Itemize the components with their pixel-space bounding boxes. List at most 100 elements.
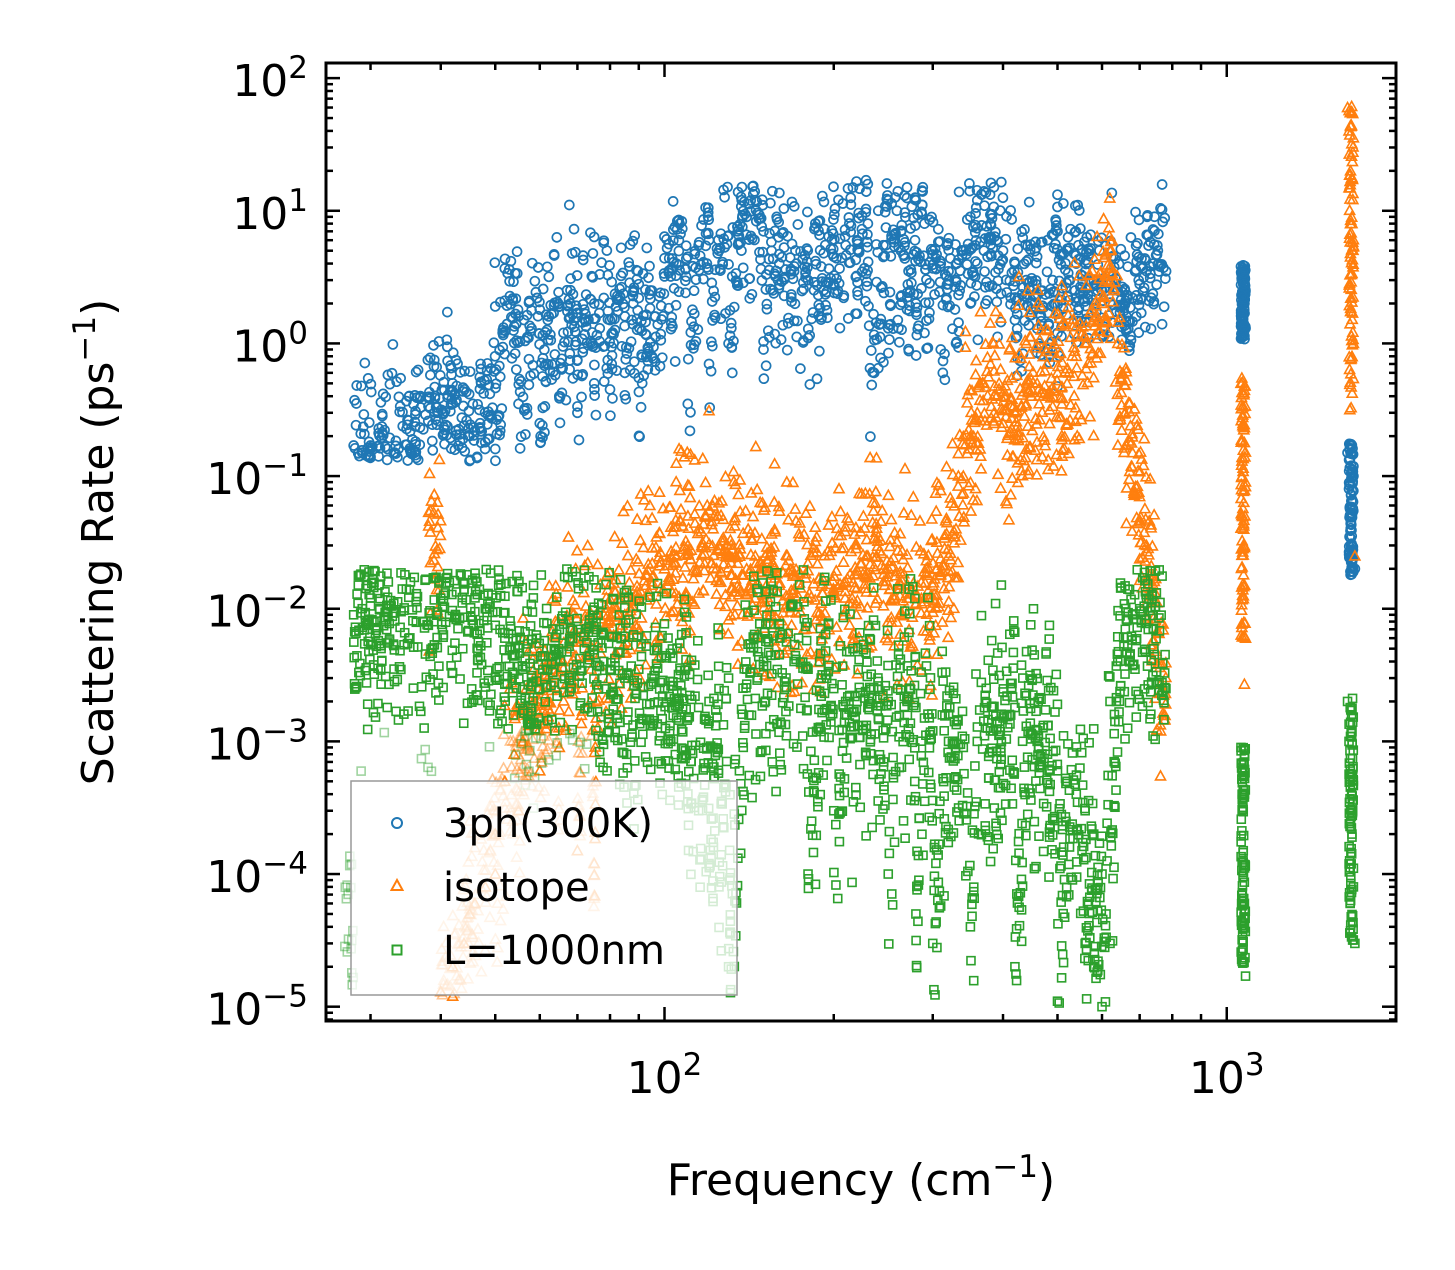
point-3ph [760, 360, 772, 372]
point-isotope [786, 475, 800, 488]
point-3ph [539, 426, 550, 438]
point-3ph [802, 245, 814, 256]
point-3ph [852, 276, 863, 288]
point-isotope [1236, 589, 1250, 601]
point-isotope [1034, 299, 1048, 312]
point-3ph [1041, 266, 1053, 278]
point-isotope [1139, 470, 1153, 482]
point-isotope [702, 404, 716, 416]
point-isotope [730, 599, 744, 611]
point-isotope [1343, 192, 1357, 204]
point-isotope [840, 571, 854, 584]
point-isotope [934, 483, 948, 496]
point-3ph [878, 287, 890, 299]
point-isotope [1134, 445, 1147, 457]
point-isotope [881, 633, 895, 646]
point-isotope [749, 439, 763, 452]
point-3ph [1006, 214, 1018, 225]
point-3ph [577, 369, 589, 380]
point-3ph [852, 289, 864, 301]
point-3ph [494, 425, 506, 437]
point-isotope [863, 487, 877, 499]
point-isotope [572, 746, 586, 758]
point-isotope [974, 305, 987, 317]
point-isotope [1236, 461, 1250, 474]
point-isotope [699, 508, 712, 520]
point-isotope [1099, 309, 1112, 322]
point-isotope [656, 501, 670, 514]
point-3ph [615, 270, 627, 282]
point-isotope [838, 591, 852, 603]
point-isotope [535, 751, 549, 763]
point-3ph [916, 199, 928, 211]
point-3ph [540, 358, 552, 370]
point-isotope [1079, 278, 1093, 291]
point-isotope [1345, 333, 1359, 346]
point-3ph [663, 265, 675, 277]
point-3ph [934, 286, 945, 298]
point-3ph [666, 253, 678, 264]
point-isotope [951, 479, 965, 491]
point-isotope [875, 503, 889, 516]
point-isotope [960, 396, 974, 408]
point-isotope [984, 399, 998, 412]
point-isotope [884, 512, 898, 525]
point-3ph [596, 257, 607, 268]
point-3ph [817, 190, 828, 202]
point-isotope [509, 735, 523, 748]
point-isotope [791, 589, 805, 602]
point-isotope [424, 555, 437, 568]
point-isotope [621, 548, 635, 561]
point-3ph [508, 325, 519, 336]
point-3ph [513, 373, 525, 385]
point-isotope [561, 580, 574, 592]
point-isotope [964, 504, 978, 516]
point-isotope [988, 388, 1001, 400]
point-isotope [641, 484, 655, 496]
point-isotope [1346, 290, 1360, 302]
point-isotope [848, 538, 862, 550]
point-isotope [1342, 350, 1356, 362]
point-3ph [1125, 232, 1137, 243]
point-isotope [541, 702, 555, 714]
point-3ph [910, 350, 922, 361]
point-3ph [569, 339, 581, 351]
point-3ph [1035, 310, 1047, 322]
point-isotope [675, 642, 689, 654]
point-isotope [1023, 305, 1036, 318]
point-l1000nm [972, 736, 983, 747]
point-3ph [409, 416, 421, 428]
point-isotope [782, 564, 796, 577]
point-3ph [363, 417, 375, 428]
point-3ph [868, 329, 880, 341]
point-isotope [1120, 516, 1133, 529]
point-isotope [880, 570, 894, 582]
point-isotope [1056, 355, 1069, 368]
point-l1000nm [693, 702, 704, 713]
point-isotope [535, 748, 548, 761]
point-3ph [730, 275, 742, 286]
point-3ph [1156, 318, 1168, 330]
point-isotope [1235, 454, 1249, 466]
point-isotope [793, 530, 806, 542]
point-isotope [957, 510, 971, 522]
point-isotope [1130, 418, 1144, 431]
point-3ph [715, 313, 727, 325]
point-3ph [857, 228, 868, 240]
point-isotope [884, 594, 898, 606]
point-3ph [1138, 282, 1150, 294]
point-isotope [649, 634, 663, 646]
point-isotope [1343, 128, 1357, 140]
point-isotope [573, 766, 587, 778]
point-isotope [942, 580, 956, 592]
point-3ph [985, 219, 997, 231]
point-isotope [914, 606, 928, 618]
point-3ph [410, 366, 422, 378]
point-isotope [777, 646, 791, 658]
point-3ph [937, 355, 949, 367]
point-isotope [767, 495, 781, 507]
point-isotope [1235, 630, 1249, 642]
point-3ph [589, 390, 600, 401]
point-isotope [929, 504, 943, 516]
point-3ph [519, 335, 531, 347]
